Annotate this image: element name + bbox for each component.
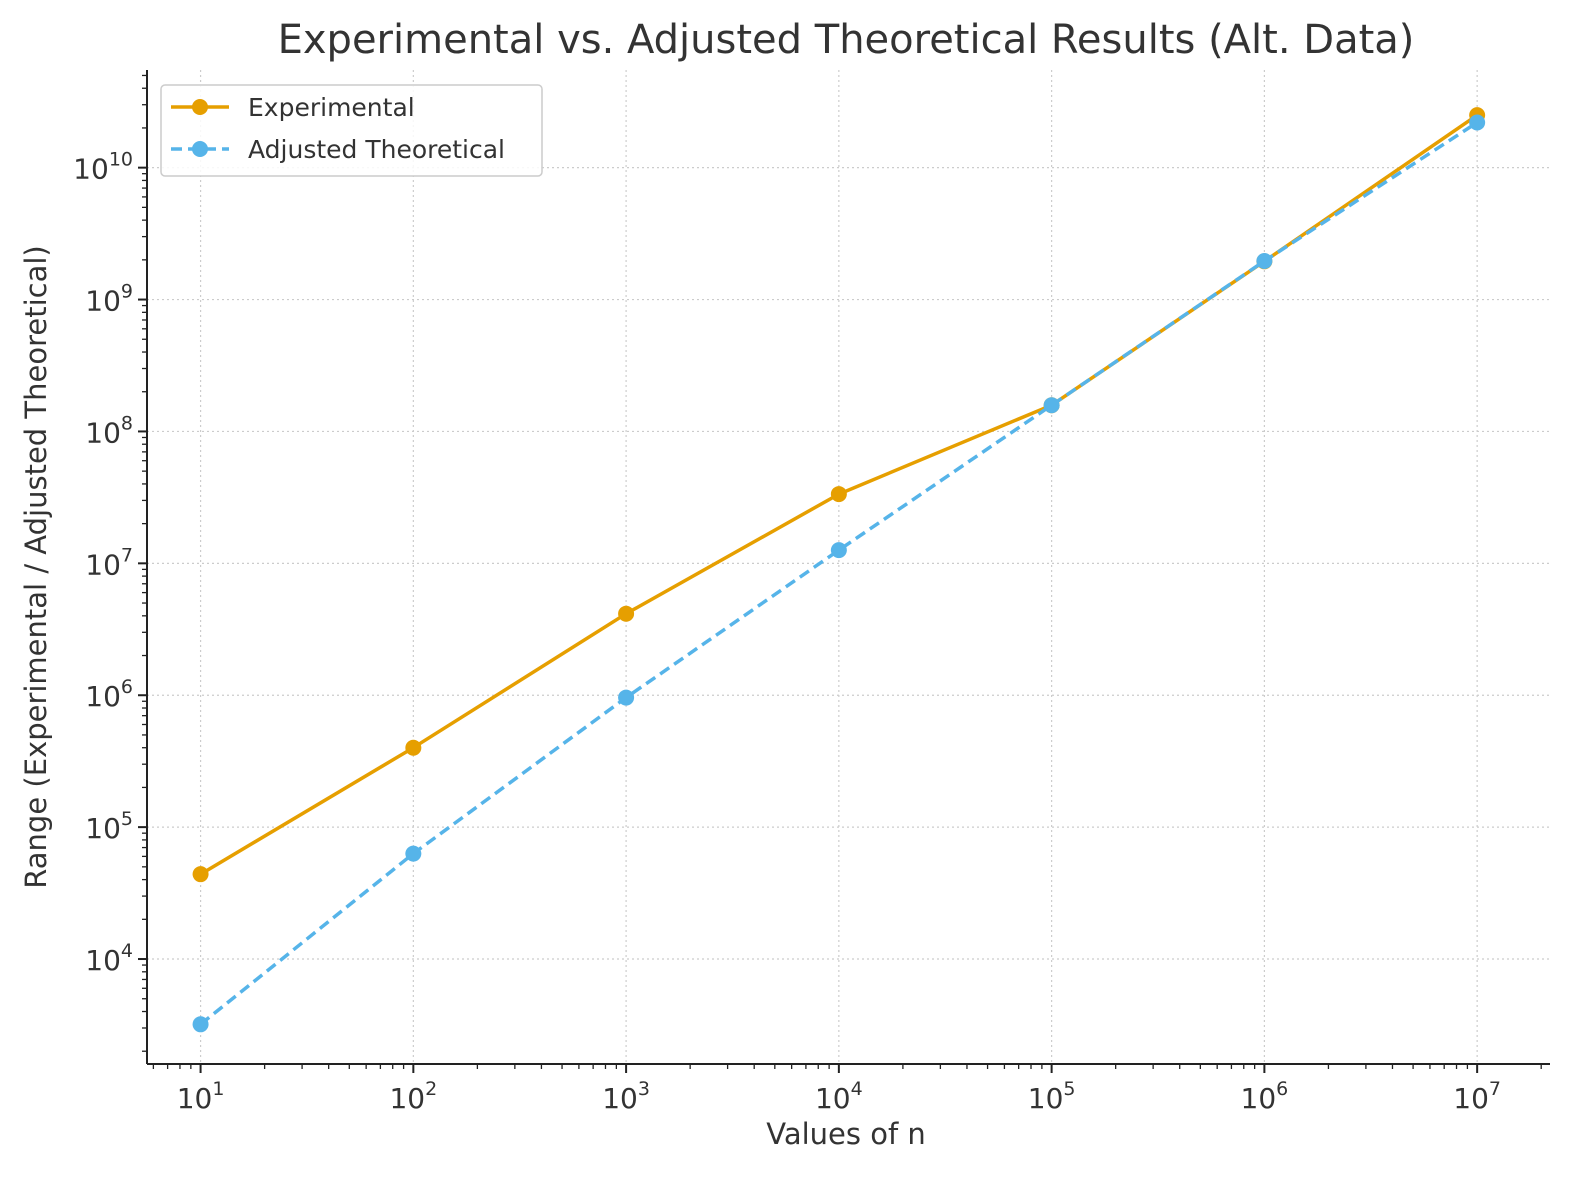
x-tick-exponent: 2 — [425, 1078, 437, 1100]
data-point-adjusted-theoretical — [1469, 114, 1486, 131]
series — [192, 107, 1486, 1033]
data-point-experimental — [405, 739, 422, 756]
legend-label: Adjusted Theoretical — [248, 135, 505, 164]
x-tick-base: 10 — [815, 1082, 851, 1115]
x-tick-base: 10 — [1241, 1082, 1277, 1115]
y-tick-label: 107 — [85, 544, 133, 581]
y-tick-base: 10 — [85, 680, 121, 713]
y-tick-exponent: 8 — [121, 412, 133, 434]
y-tick-exponent: 4 — [121, 940, 133, 962]
chart-title: Experimental vs. Adjusted Theoretical Re… — [278, 17, 1415, 63]
x-tick-base: 10 — [602, 1082, 638, 1115]
x-tick-base: 10 — [177, 1082, 213, 1115]
x-tick-label: 104 — [815, 1078, 863, 1115]
x-ticks: 101 102 103 104 105 106 107 — [152, 1064, 1542, 1115]
y-tick-label: 1010 — [73, 149, 133, 186]
x-tick-exponent: 4 — [851, 1078, 863, 1100]
y-tick-exponent: 9 — [121, 281, 133, 303]
legend-box — [160, 84, 543, 177]
data-point-adjusted-theoretical — [830, 542, 847, 559]
y-tick-base: 10 — [85, 548, 121, 581]
x-tick-base: 10 — [1028, 1082, 1064, 1115]
grid — [147, 70, 1550, 1064]
series-line-adjusted-theoretical — [199, 121, 1479, 1026]
y-tick-base: 10 — [85, 416, 121, 449]
legend-marker — [192, 141, 208, 157]
data-point-adjusted-theoretical — [1043, 397, 1060, 414]
x-tick-base: 10 — [1453, 1082, 1489, 1115]
axes — [146, 70, 1550, 1065]
y-tick-label: 106 — [85, 676, 133, 713]
y-tick-exponent: 5 — [121, 808, 133, 830]
x-tick-base: 10 — [389, 1082, 425, 1115]
x-tick-label: 106 — [1241, 1078, 1289, 1115]
data-point-adjusted-theoretical — [1256, 252, 1273, 269]
y-tick-base: 10 — [85, 285, 121, 318]
legend-label: Experimental — [248, 93, 415, 122]
x-tick-exponent: 7 — [1489, 1078, 1501, 1100]
data-point-experimental — [618, 605, 635, 622]
series-adjusted-theoretical — [192, 114, 1486, 1033]
y-tick-base: 10 — [85, 812, 121, 845]
y-tick-exponent: 10 — [109, 149, 133, 171]
y-tick-label: 104 — [85, 940, 133, 977]
y-tick-base: 10 — [73, 153, 109, 186]
x-tick-label: 102 — [389, 1078, 437, 1115]
legend-marker — [192, 99, 208, 115]
y-axis-label: Range (Experimental / Adjusted Theoretic… — [19, 245, 53, 888]
y-tick-label: 109 — [85, 281, 133, 318]
data-point-adjusted-theoretical — [405, 845, 422, 862]
y-tick-label: 108 — [85, 412, 133, 449]
legend-item-experimental: Experimental — [171, 93, 415, 122]
y-tick-base: 10 — [85, 944, 121, 977]
data-point-experimental — [192, 866, 209, 883]
x-tick-exponent: 1 — [212, 1078, 224, 1100]
x-tick-exponent: 5 — [1063, 1078, 1075, 1100]
data-point-adjusted-theoretical — [618, 689, 635, 706]
legend-item-adjusted-theoretical: Adjusted Theoretical — [171, 135, 505, 164]
legend: Experimental Adjusted Theoretical — [160, 84, 543, 177]
data-point-experimental — [830, 486, 847, 503]
y-tick-label: 105 — [85, 808, 133, 845]
x-tick-label: 101 — [177, 1078, 225, 1115]
x-axis-label: Values of n — [766, 1117, 926, 1151]
x-tick-exponent: 3 — [638, 1078, 650, 1100]
data-point-adjusted-theoretical — [192, 1016, 209, 1033]
y-tick-exponent: 7 — [121, 544, 133, 566]
x-tick-label: 103 — [602, 1078, 650, 1115]
x-tick-label: 107 — [1453, 1078, 1501, 1115]
x-tick-exponent: 6 — [1276, 1078, 1288, 1100]
y-tick-exponent: 6 — [121, 676, 133, 698]
x-tick-label: 105 — [1028, 1078, 1076, 1115]
